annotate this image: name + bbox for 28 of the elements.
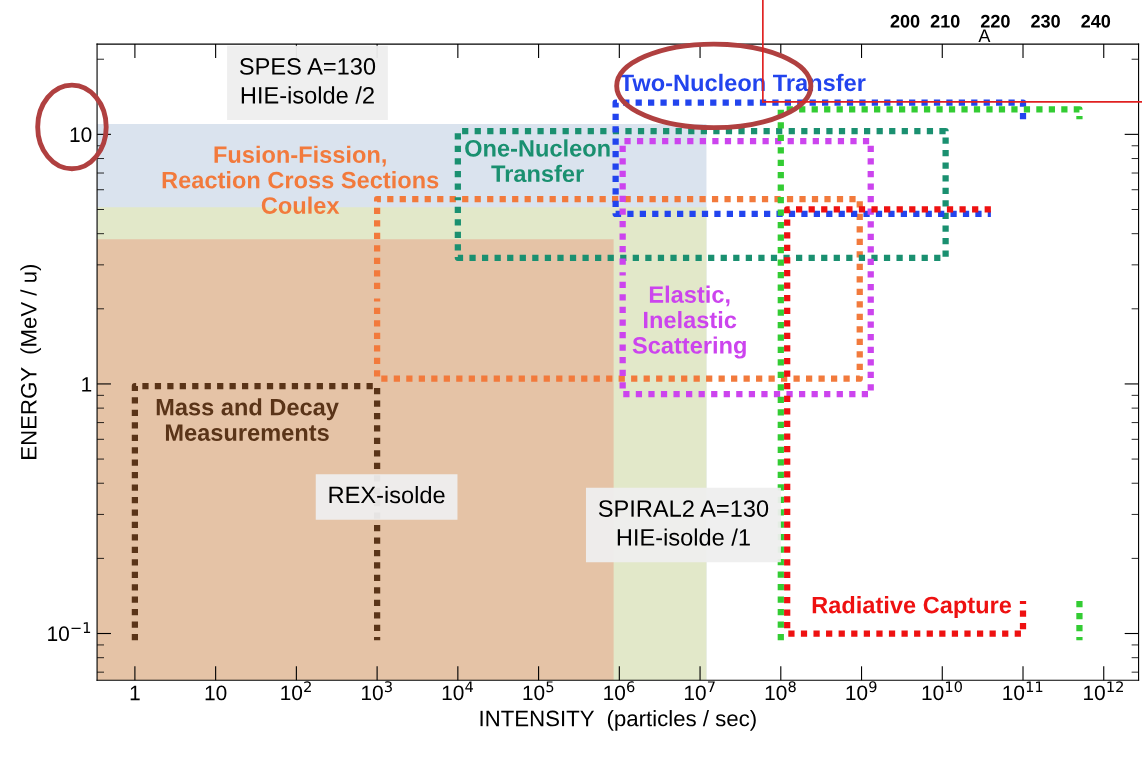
x-tick-label: 10$^{10}$: [922, 681, 962, 701]
y-tick-label: 1: [82, 377, 92, 392]
annotation: SPIRAL2 A=130 HIE-isolde /1: [598, 500, 769, 546]
x-tick-label: 10: [205, 685, 227, 701]
annotation: Radiative Capture: [812, 596, 1012, 619]
y-tick-label: 10: [70, 127, 92, 143]
x-tick-label: 10$^{8}$: [765, 681, 796, 701]
text: 200 210 220 230 240: [890, 14, 1111, 28]
x-axis-title: INTENSITY (particles / sec): [480, 710, 756, 731]
annotation: SPES A=130 HIE-isolde /2: [239, 58, 376, 104]
annotation: Fusion-Fission, Reaction Cross Sections Coulex: [162, 145, 439, 214]
y-axis-title: ENERGY (MeV / u): [20, 264, 42, 459]
x-tick-label: 10$^{4}$: [442, 681, 474, 701]
annotation: Mass and Decay Measurements: [156, 398, 339, 441]
x-tick-label: 10$^{12}$: [1084, 681, 1123, 701]
x-tick-label: 10$^{7}$: [684, 681, 715, 701]
text: A: [978, 29, 991, 42]
annotation: One-Nucleon Transfer: [465, 139, 610, 183]
x-tick-label: 10$^{5}$: [523, 681, 554, 701]
x-tick-label: 10$^{9}$: [846, 681, 877, 701]
y-tick-label: 10$^{−1}$: [48, 622, 91, 642]
x-tick-label: 10$^{2}$: [281, 681, 311, 701]
annotation: REX-isolde: [329, 485, 445, 504]
x-tick-label: 10$^{3}$: [362, 681, 392, 701]
x-tick-label: 10$^{6}$: [604, 681, 635, 701]
x-tick-label: 10$^{11}$: [1003, 681, 1043, 701]
annotation: Elastic, Inelastic Scattering: [632, 285, 746, 359]
x-tick-label: 1: [130, 685, 140, 701]
